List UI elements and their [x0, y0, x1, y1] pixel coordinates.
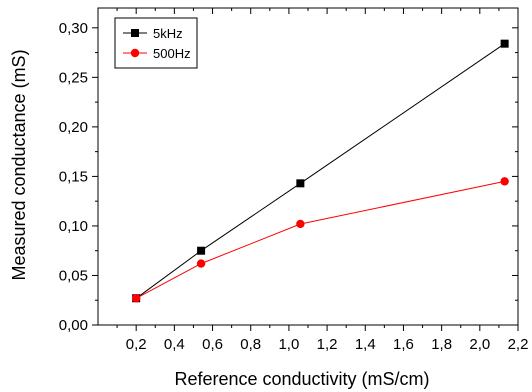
x-tick-label: 0,8: [240, 336, 261, 353]
data-point: [131, 294, 141, 303]
x-tick-label: 1,8: [431, 336, 452, 353]
axes: 0,2 0,4 0,6 0,8 1,0 1,2 1,4 1,6 1,8 2,0 2,2 0,00 0,0…: [59, 7, 529, 353]
series-5khz: [132, 39, 509, 303]
data-point: [500, 39, 509, 48]
series-line: [135, 43, 505, 299]
y-tick-label: 0,30: [59, 20, 88, 37]
data-point: [197, 246, 206, 255]
legend-entry: 5kHz: [123, 26, 183, 41]
legend-marker: [130, 48, 140, 58]
legend-box: [114, 17, 198, 69]
y-tick-label: 0,20: [59, 119, 88, 136]
data-point: [296, 179, 305, 188]
series-line: [135, 180, 505, 299]
x-tick-label: 2,0: [469, 336, 490, 353]
x-tick-label: 1,0: [278, 336, 299, 353]
x-tick-label: 1,6: [393, 336, 414, 353]
y-tick-label: 0,00: [59, 317, 88, 334]
x-tick-label: 1,2: [317, 336, 338, 353]
y-axis-title: Measured conductance (mS): [9, 49, 29, 280]
y-tick-label: 0,25: [59, 69, 88, 86]
legend-label: 5kHz: [153, 26, 183, 41]
x-tick-label: 0,2: [126, 336, 147, 353]
data-point: [296, 219, 305, 229]
series-500hz: [131, 177, 509, 303]
y-tick-label: 0,15: [59, 168, 88, 185]
x-tick-label: 1,4: [355, 336, 376, 353]
x-tick-label: 2,2: [508, 336, 529, 353]
x-tick-label: 0,4: [164, 336, 185, 353]
legend-entry: 500Hz: [123, 46, 191, 61]
legend-label: 500Hz: [153, 46, 191, 61]
y-tick-label: 0,05: [59, 267, 88, 284]
x-axis-title: Reference conductivity (mS/cm): [174, 369, 429, 389]
series-layer: [131, 39, 509, 303]
y-tick-label: 0,10: [59, 218, 88, 235]
x-tick-label: 0,6: [202, 336, 223, 353]
legend: 5kHz 500Hz: [114, 17, 198, 69]
legend-marker: [131, 29, 139, 37]
data-point: [196, 259, 206, 268]
data-point: [500, 177, 509, 186]
